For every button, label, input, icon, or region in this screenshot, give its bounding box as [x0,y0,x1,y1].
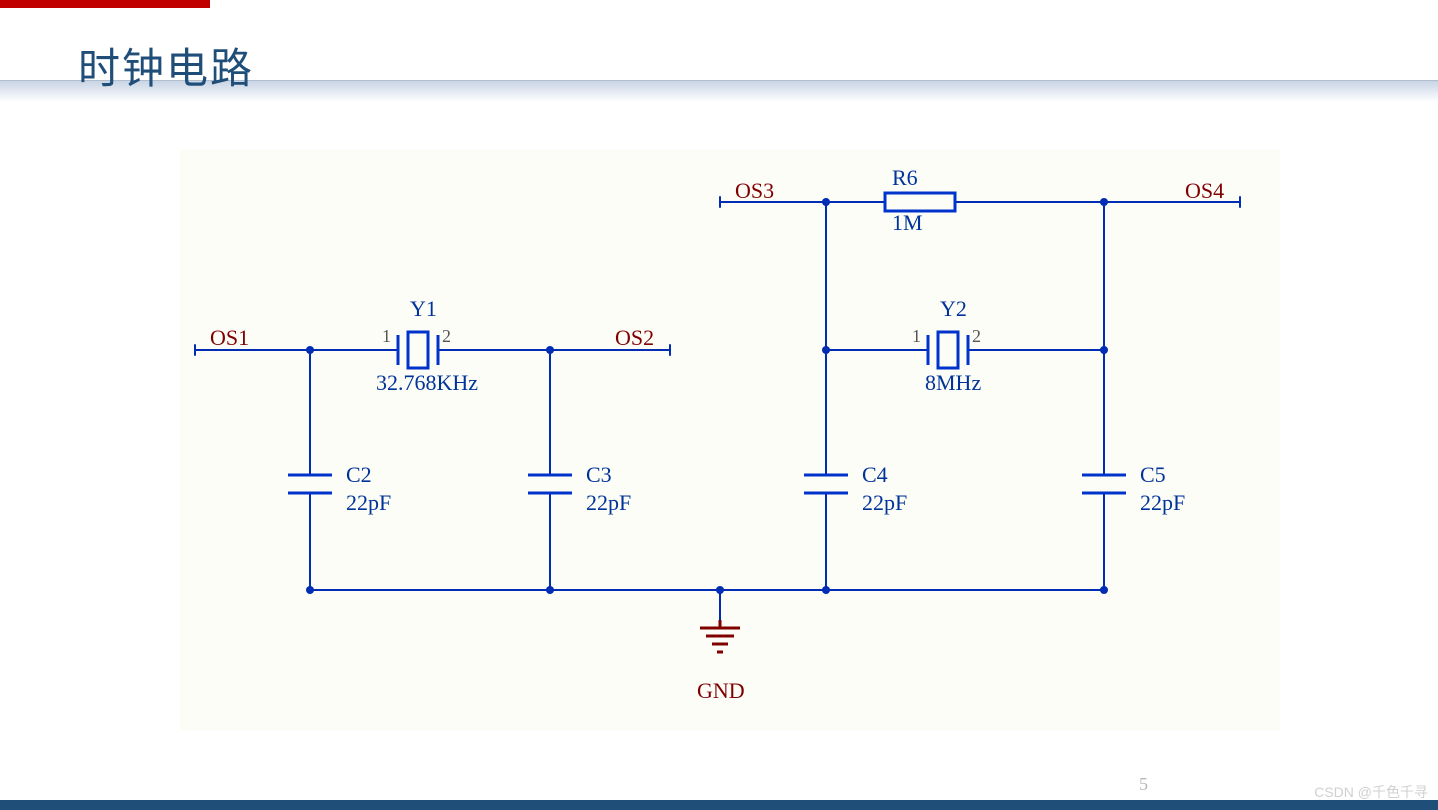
page-title: 时钟电路 [78,35,254,96]
capacitor-c2 [288,470,332,498]
page-number: 5 [1139,774,1148,795]
c5-value: 22pF [1140,490,1185,515]
junction [546,586,554,594]
c5-name: C5 [1140,462,1166,487]
junction [306,346,314,354]
schematic-diagram: OS1OS2OS3OS4GNDY132.768KHz12Y28MHz12R61M… [180,150,1280,730]
netlabel-os3: OS3 [735,178,774,203]
y1-value: 32.768KHz [376,370,478,395]
c2-name: C2 [346,462,372,487]
crystal-y2 [928,332,968,368]
capacitor-c5 [1082,470,1126,498]
c4-name: C4 [862,462,888,487]
y2-pin1: 1 [912,326,921,346]
y2-name: Y2 [940,296,967,321]
y1-pin2: 2 [442,326,451,346]
capacitor-c3 [528,470,572,498]
r6-name: R6 [892,165,918,190]
c2-value: 22pF [346,490,391,515]
crystal-y1 [398,332,438,368]
watermark: CSDN @千色千寻 [1314,782,1428,802]
y2-pin2: 2 [972,326,981,346]
junction [822,346,830,354]
junction [716,586,724,594]
ground-symbol [700,620,740,652]
r6-value: 1M [892,210,923,235]
netlabel-os1: OS1 [210,325,249,350]
junction [306,586,314,594]
capacitor-c4 [804,470,848,498]
junction [1100,586,1108,594]
netlabel-gnd: GND [697,678,745,703]
resistor-r6 [885,193,955,211]
junction [1100,198,1108,206]
y1-pin1: 1 [382,326,391,346]
accent-bar [0,0,210,8]
netlabel-os2: OS2 [615,325,654,350]
junction [1100,346,1108,354]
y1-name: Y1 [410,296,437,321]
c4-value: 22pF [862,490,907,515]
netlabel-os4: OS4 [1185,178,1224,203]
c3-value: 22pF [586,490,631,515]
junction [822,586,830,594]
y2-value: 8MHz [925,370,981,395]
c3-name: C3 [586,462,612,487]
junction [822,198,830,206]
footer-bar [0,800,1438,810]
junction [546,346,554,354]
